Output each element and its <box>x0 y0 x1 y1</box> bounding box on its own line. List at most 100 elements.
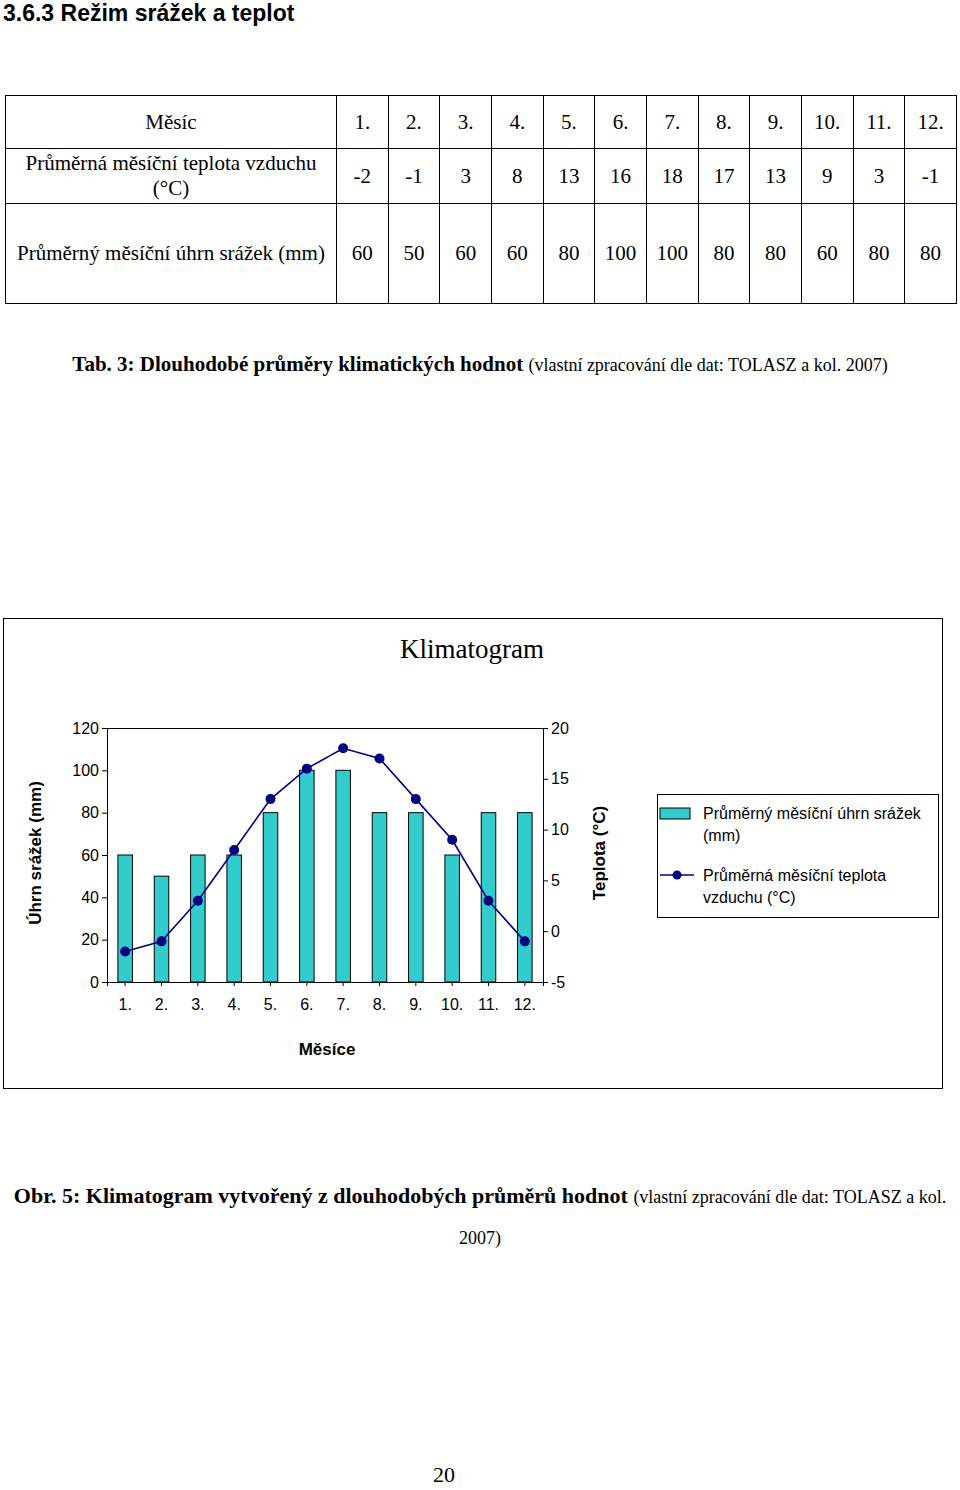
caption-label: Obr. 5: Klimatogram vytvořený z dlouhodo… <box>14 1183 628 1208</box>
tick-mark <box>125 982 126 986</box>
axis: -5 0 5 10 15 20 <box>543 720 569 991</box>
marker <box>120 947 130 957</box>
tick-label: 10 <box>551 821 569 838</box>
tick-label: 9. <box>409 996 422 1013</box>
tick-mark <box>102 728 107 729</box>
tick-label: 6. <box>300 996 313 1013</box>
tick-mark <box>306 982 307 986</box>
table-cell: 16 <box>595 149 647 204</box>
tick: 9. <box>409 982 422 1013</box>
table-row: Průměrný měsíční úhrn srážek (mm)6050606… <box>6 204 957 304</box>
tick-mark <box>543 728 548 729</box>
tick-label: -5 <box>551 974 565 991</box>
tick: 6. <box>300 982 313 1013</box>
bar <box>481 813 496 982</box>
axis-line <box>102 729 108 983</box>
tick-mark <box>102 982 107 983</box>
table-header-cell: 6. <box>595 96 647 149</box>
plot-area <box>118 743 532 982</box>
table-cell: 8 <box>491 149 543 204</box>
marker <box>520 936 530 946</box>
table-cell: 80 <box>543 204 595 304</box>
table-header-cell: 2. <box>388 96 440 149</box>
tick: 100 <box>72 762 107 779</box>
tick-mark <box>161 982 162 986</box>
table-row: Průměrná měsíční teplota vzduchu (°C)-2 -… <box>6 149 957 204</box>
tick: 80 <box>81 804 107 821</box>
table-header-row: Měsíc1.2.3.4.5.6.7.8.9.10.11.12. <box>6 96 957 149</box>
table-header-cell: 10. <box>801 96 853 149</box>
tick: 60 <box>81 847 107 864</box>
table-header-cell: 12. <box>905 96 957 149</box>
legend-marker <box>673 871 682 880</box>
climate-table: Měsíc1.2.3.4.5.6.7.8.9.10.11.12.Průměrná… <box>5 95 957 304</box>
table-caption: Tab. 3: Dlouhodobé průměry klimatických … <box>30 346 930 383</box>
bar <box>118 855 133 982</box>
tick: 1. <box>118 982 131 1013</box>
chart-svg: 020406080100120-5051015201.2.3.4.5.6.7.8… <box>0 600 960 1100</box>
tick-label: 5. <box>264 996 277 1013</box>
table-cell: 100 <box>595 204 647 304</box>
tick: -5 <box>543 974 565 991</box>
bar <box>300 770 315 982</box>
tick-mark <box>270 982 271 986</box>
tick-label: 8. <box>373 996 386 1013</box>
tick-label: 100 <box>72 762 99 779</box>
marker <box>302 764 312 774</box>
chart-frame <box>4 619 943 1089</box>
bar <box>445 855 460 982</box>
y2-axis-title: Teplota (°C) <box>590 806 609 900</box>
tick-label: 0 <box>551 923 560 940</box>
tick-mark <box>102 770 107 771</box>
tick-mark <box>488 982 489 986</box>
tick-label: 20 <box>81 931 99 948</box>
table-cell: 60 <box>337 204 389 304</box>
table-header-cell: 7. <box>646 96 698 149</box>
tick-mark <box>102 897 107 898</box>
tick-mark <box>415 982 416 986</box>
marker <box>157 936 167 946</box>
table-cell: 13 <box>750 149 802 204</box>
heading: 3.6.3 Režim srážek a teplot <box>3 0 294 27</box>
table-cell: 18 <box>646 149 698 204</box>
bar <box>518 813 533 982</box>
tick-label: 15 <box>551 770 569 787</box>
table-header-cell: 4. <box>491 96 543 149</box>
marker <box>338 743 348 753</box>
table-cell: 80 <box>853 204 905 304</box>
bar <box>409 813 424 982</box>
tick: 10 <box>543 821 569 838</box>
table-header-cell: 11. <box>853 96 905 149</box>
tick-label: 12. <box>514 996 536 1013</box>
table-cell: -2 <box>337 149 389 204</box>
caption-source: (vlastní zpracování dle dat: TOLASZ a ko… <box>528 355 887 375</box>
marker <box>266 794 276 804</box>
table-cell: 50 <box>388 204 440 304</box>
table-cell: 9 <box>801 149 853 204</box>
tick: 0 <box>90 974 107 991</box>
tick-mark <box>379 982 380 986</box>
tick-label: 120 <box>72 720 99 737</box>
table-cell: 80 <box>698 204 750 304</box>
tick-label: 40 <box>81 889 99 906</box>
table-row-label: Průměrná měsíční teplota vzduchu (°C) <box>6 149 337 204</box>
tick: 120 <box>72 720 107 737</box>
tick-label: 5 <box>551 872 560 889</box>
tick: 8. <box>373 982 386 1013</box>
tick: 20 <box>543 720 569 737</box>
tick-mark <box>102 940 107 941</box>
marker <box>447 835 457 845</box>
tick: 15 <box>543 770 569 787</box>
marker <box>375 753 385 763</box>
tick-label: 80 <box>81 804 99 821</box>
axis-line <box>544 729 549 983</box>
legend-label: Průměrná měsíční teplotavzduchu (°C) <box>703 867 886 906</box>
table-cell: 60 <box>491 204 543 304</box>
tick-mark <box>543 880 548 881</box>
line <box>125 748 525 951</box>
tick: 7. <box>336 982 349 1013</box>
table-cell: 60 <box>440 204 492 304</box>
axis: 0 20 40 60 80 100 120 <box>72 720 107 991</box>
table-cell: -1 <box>905 149 957 204</box>
marker <box>484 896 494 906</box>
